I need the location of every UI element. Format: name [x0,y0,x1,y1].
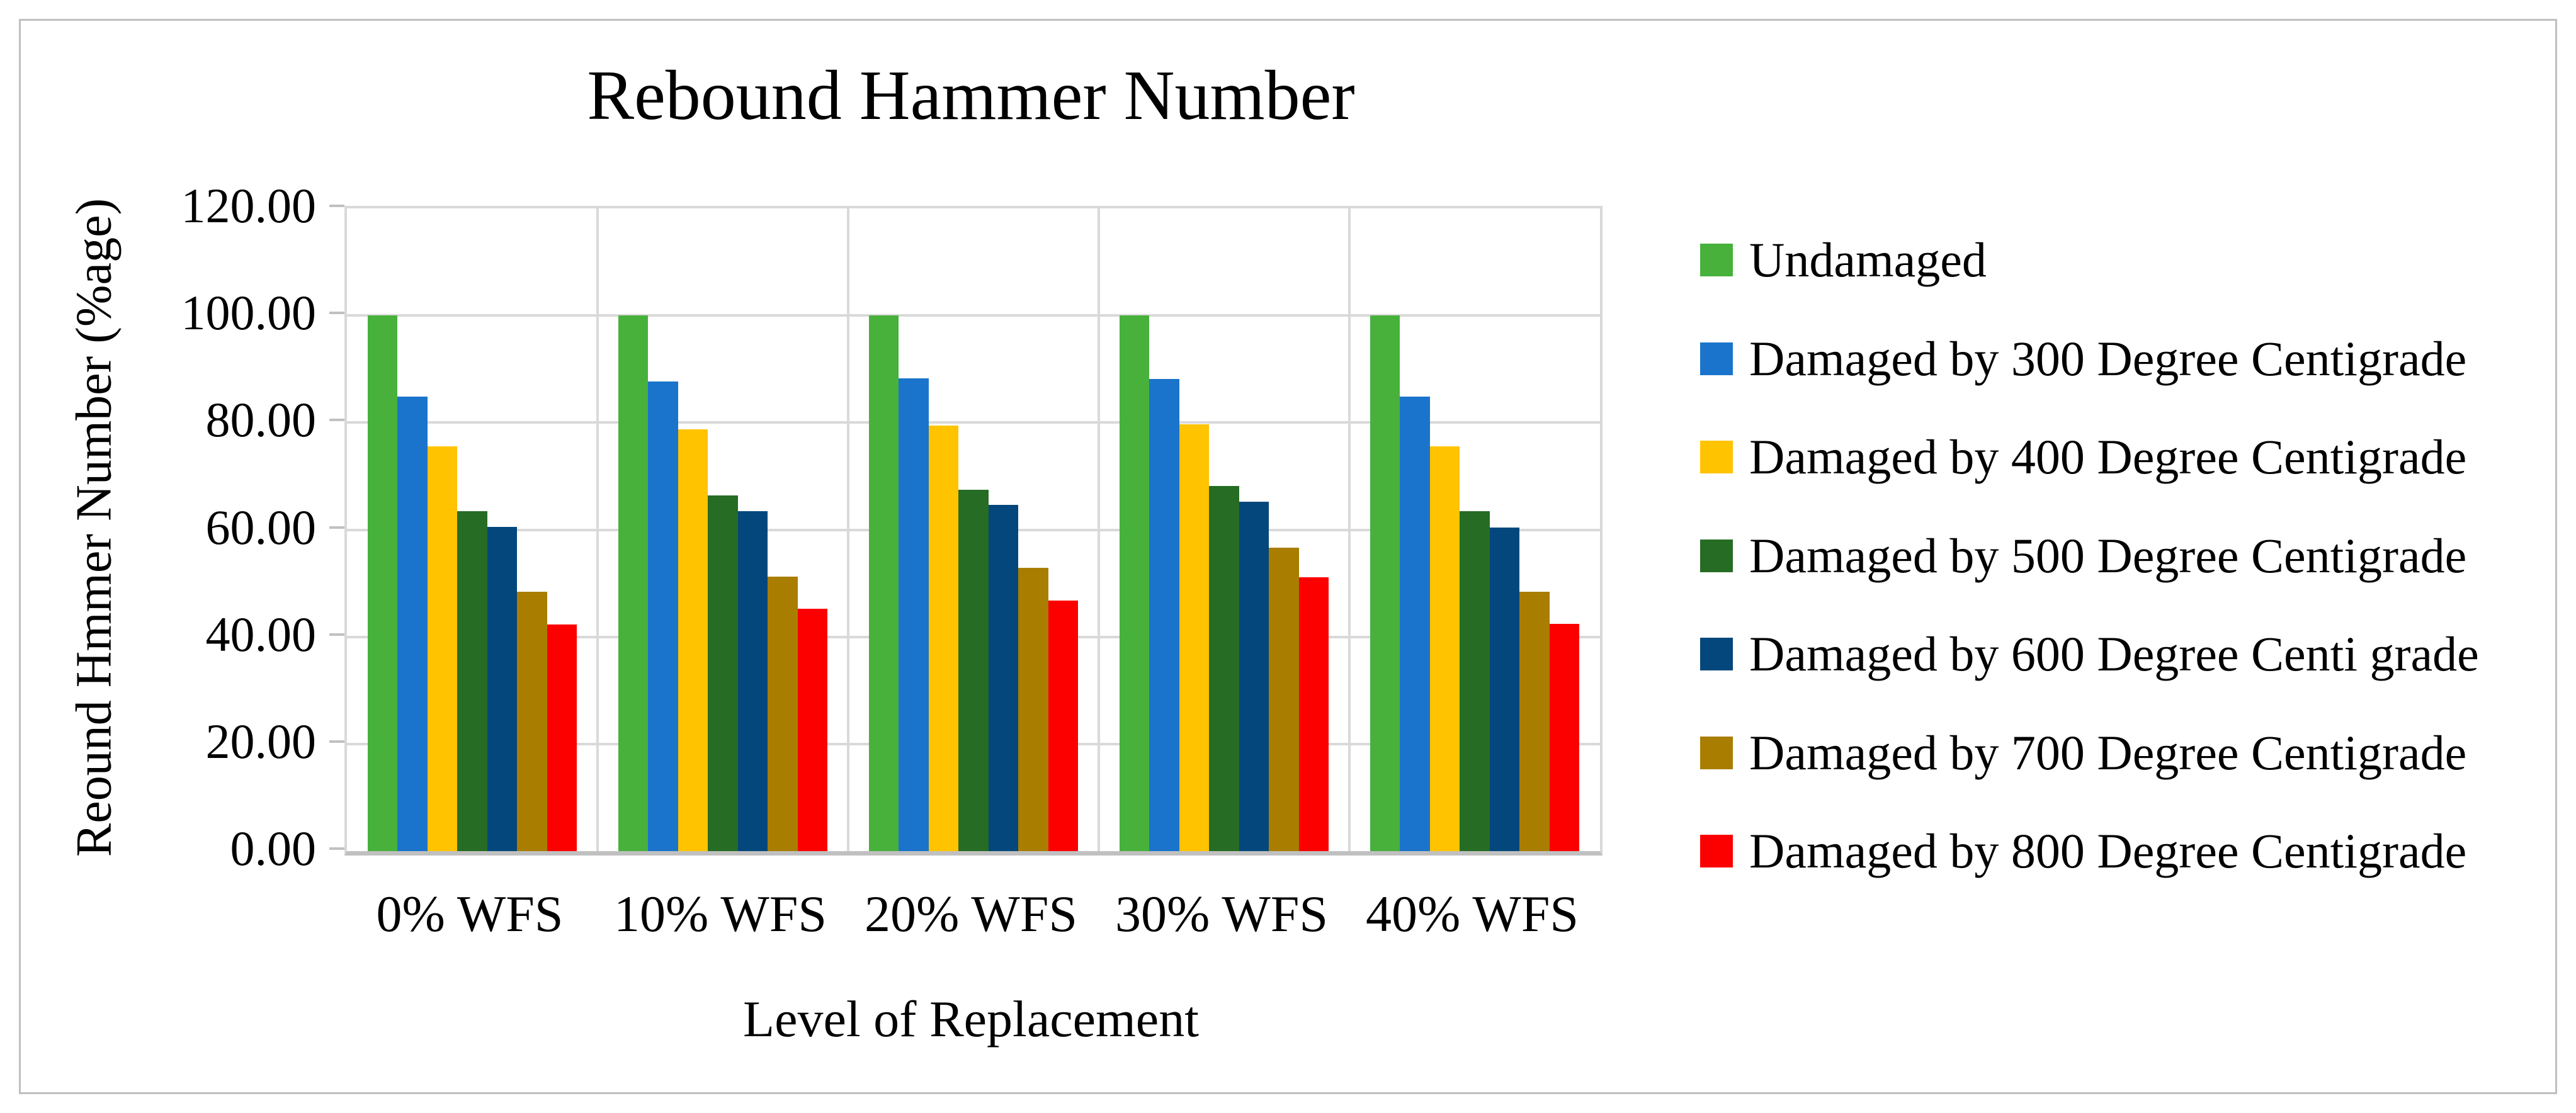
x-axis-title: Level of Replacement [743,990,1199,1048]
bar-20wfs-s1 [899,378,929,851]
y-tick-label: 80.00 [205,392,317,448]
bar-10wfs-s1 [648,381,678,851]
legend-swatch-icon [1700,638,1733,670]
legend-swatch-icon [1700,539,1733,572]
bar-30wfs-s0 [1119,315,1150,851]
y-axis-tick-mark [329,740,344,743]
gridline-vertical [596,208,599,851]
bar-20wfs-s6 [1048,600,1079,851]
legend-swatch-icon [1700,342,1733,375]
bar-10wfs-s3 [708,495,738,851]
legend-swatch-icon [1700,835,1733,867]
legend-item: Damaged by 800 Degree Centigrade [1700,823,2466,879]
bar-20wfs-s5 [1018,567,1048,851]
y-tick-label: 20.00 [205,713,317,769]
y-axis-tick-mark [329,526,344,529]
gridline-horizontal [347,314,1600,317]
bar-30wfs-s2 [1179,424,1210,851]
bar-0wfs-s4 [487,527,518,851]
y-tick-label: 0.00 [230,821,317,876]
legend-label: Damaged by 400 Degree Centigrade [1749,429,2467,484]
y-axis-tick-mark [329,312,344,315]
bar-0wfs-s3 [457,511,487,851]
legend-swatch-icon [1700,244,1733,276]
y-axis-tick-mark [329,847,344,850]
bar-30wfs-s1 [1149,379,1179,851]
bar-40wfs-s5 [1519,592,1550,851]
bar-40wfs-s3 [1460,511,1490,851]
legend-swatch-icon [1700,441,1733,473]
y-axis-title: Reound Hmmer Number (%age) [66,198,122,857]
bar-40wfs-s6 [1549,624,1580,851]
x-category-label: 30% WFS [1115,885,1328,942]
y-axis-tick-mark [329,633,344,636]
legend-label: Damaged by 500 Degree Centigrade [1749,528,2467,583]
gridline-vertical [1098,208,1100,851]
bar-0wfs-s5 [517,592,547,851]
x-category-label: 10% WFS [614,885,827,942]
chart-title: Rebound Hammer Number [587,57,1355,135]
bar-20wfs-s2 [928,426,959,851]
bar-20wfs-s3 [958,489,989,851]
bar-10wfs-s0 [618,315,649,851]
bar-40wfs-s2 [1429,446,1460,851]
bar-30wfs-s5 [1269,547,1299,851]
legend-item: Damaged by 500 Degree Centigrade [1700,528,2466,584]
bar-0wfs-s1 [397,396,428,851]
bar-40wfs-s4 [1489,528,1520,851]
legend-item: Damaged by 400 Degree Centigrade [1700,429,2466,485]
y-tick-label: 60.00 [205,499,317,555]
x-category-label: 20% WFS [865,885,1077,942]
legend-label: Damaged by 600 Degree Centi grade [1749,626,2479,681]
plot-area [344,206,1603,856]
gridline-horizontal [347,421,1600,424]
legend-item: Damaged by 600 Degree Centi grade [1700,626,2479,682]
legend-label: Damaged by 700 Degree Centigrade [1749,725,2467,780]
y-axis-tick-labels: 120.00 100.00 80.00 60.00 40.00 20.00 0.00 [113,0,317,1113]
bar-20wfs-s4 [988,504,1019,851]
legend-item: Undamaged [1700,232,1987,288]
bar-30wfs-s3 [1209,485,1239,851]
legend-item: Damaged by 700 Degree Centigrade [1700,725,2466,781]
bar-20wfs-s0 [868,315,899,851]
bar-40wfs-s0 [1370,315,1400,851]
bar-30wfs-s4 [1239,502,1269,851]
legend-label: Undamaged [1749,232,1987,287]
bar-10wfs-s2 [678,429,708,851]
y-tick-label: 100.00 [181,285,317,341]
y-tick-label: 40.00 [205,606,317,662]
gridline-vertical [1348,208,1351,851]
bar-0wfs-s0 [367,315,398,851]
gridline-vertical [847,208,849,851]
x-category-label: 40% WFS [1366,885,1579,942]
legend-item: Damaged by 300 Degree Centigrade [1700,331,2466,387]
bar-30wfs-s6 [1298,577,1329,851]
bar-0wfs-s6 [547,624,577,851]
x-category-label: 0% WFS [376,885,564,942]
bar-10wfs-s4 [737,511,768,851]
legend-label: Damaged by 300 Degree Centigrade [1749,331,2467,386]
y-axis-tick-mark [329,419,344,422]
y-tick-label: 120.00 [181,178,317,233]
y-axis-tick-mark [329,205,344,207]
bar-0wfs-s2 [427,446,458,851]
bar-10wfs-s5 [768,576,798,851]
legend-swatch-icon [1700,736,1733,769]
bar-40wfs-s1 [1400,396,1430,851]
bar-10wfs-s6 [797,608,828,851]
legend-label: Damaged by 800 Degree Centigrade [1749,823,2467,878]
